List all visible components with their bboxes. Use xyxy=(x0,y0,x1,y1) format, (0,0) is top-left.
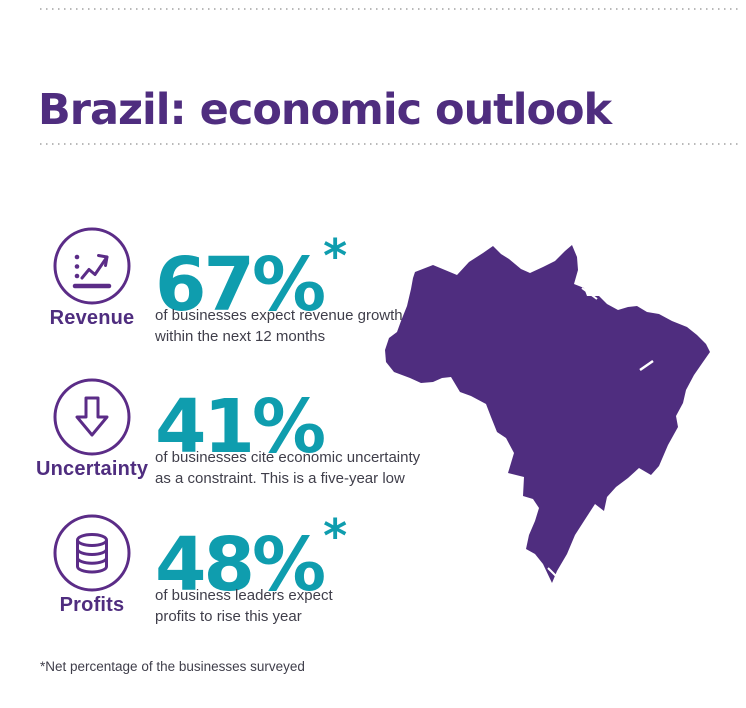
revenue-asterisk: * xyxy=(323,229,348,283)
revenue-description-line1: of businesses expect revenue growth xyxy=(155,307,403,324)
profits-percent-sign: % xyxy=(251,522,326,608)
revenue-description: of businesses expect revenue growth with… xyxy=(155,305,455,347)
amazon-river-mouth-detail xyxy=(581,287,598,300)
revenue-percent-sign: % xyxy=(251,242,326,328)
profits-value: 48%* xyxy=(155,497,455,604)
profits-icon-column: Profits xyxy=(36,513,148,617)
top-dotted-divider xyxy=(40,8,738,10)
brazil-silhouette-shape xyxy=(385,245,710,583)
footnote: *Net percentage of the businesses survey… xyxy=(40,659,305,674)
title-dotted-divider xyxy=(40,143,738,145)
profits-description-line1: of business leaders expect xyxy=(155,587,333,604)
uncertainty-text-column: 41% of businesses cite economic uncertai… xyxy=(155,359,455,489)
page-title: Brazil: economic outlook xyxy=(38,84,612,135)
uncertainty-description-line2: as a constraint. This is a five-year low xyxy=(155,470,405,487)
revenue-icon-column: Revenue xyxy=(36,226,148,330)
uncertainty-description: of businesses cite economic uncertainty … xyxy=(155,447,455,489)
revenue-description-line2: within the next 12 months xyxy=(155,328,326,345)
stat-label-revenue: Revenue xyxy=(49,307,135,329)
northeast-river-detail xyxy=(639,359,654,372)
brazil-map xyxy=(385,245,710,583)
stat-label-uncertainty: Uncertainty xyxy=(36,458,149,480)
revenue-value: 67%* xyxy=(155,217,455,324)
arrow-down-icon xyxy=(53,378,131,456)
southern-coast-detail xyxy=(547,567,557,577)
uncertainty-value: 41% xyxy=(155,359,455,466)
revenue-text-column: 67%* of businesses expect revenue growth… xyxy=(155,217,455,347)
uncertainty-icon-column: Uncertainty xyxy=(36,377,148,481)
profits-asterisk: * xyxy=(323,509,348,563)
coin-stack-icon xyxy=(53,514,131,592)
profits-description-line2: profits to rise this year xyxy=(155,608,302,625)
profits-description: of business leaders expect profits to ri… xyxy=(155,585,455,627)
revenue-percent-number: 67 xyxy=(155,242,255,328)
line-chart-up-icon xyxy=(53,227,131,305)
uncertainty-percent-sign: % xyxy=(251,384,326,470)
uncertainty-percent-number: 41 xyxy=(155,384,255,470)
stat-label-profits: Profits xyxy=(59,594,125,616)
profits-percent-number: 48 xyxy=(155,522,255,608)
profits-text-column: 48%* of business leaders expect profits … xyxy=(155,497,455,627)
uncertainty-description-line1: of businesses cite economic uncertainty xyxy=(155,449,421,466)
